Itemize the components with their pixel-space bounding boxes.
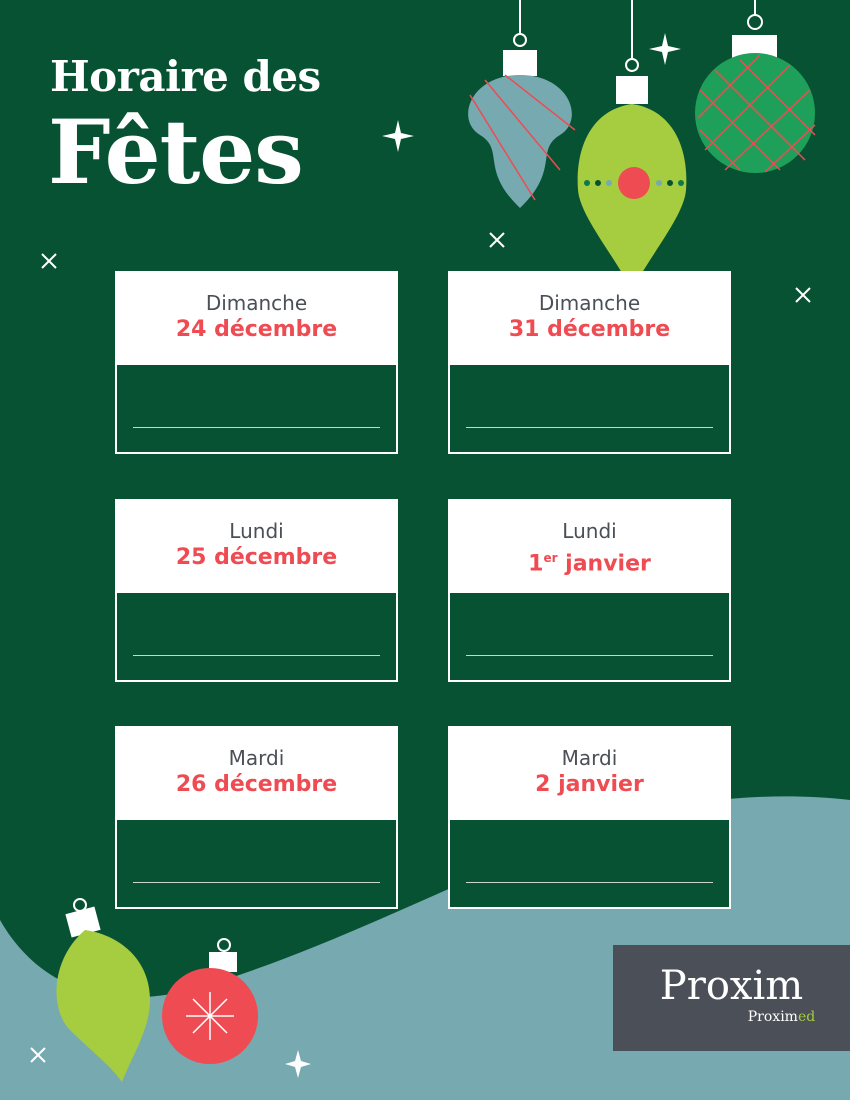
- card-day: Lundi: [562, 519, 617, 543]
- card-day: Dimanche: [205, 291, 308, 315]
- ornament-drop-icon: [577, 0, 687, 290]
- ornament-checkered-icon: [695, 0, 816, 173]
- schedule-card-dec25: Lundi 25 décembre: [115, 499, 398, 682]
- card-date: 26 décembre: [175, 772, 338, 797]
- card-date: 25 décembre: [175, 545, 338, 570]
- hours-blank-line: [133, 655, 380, 656]
- schedule-card-dec31: Dimanche 31 décembre: [448, 271, 731, 454]
- title-line2: Fêtes: [48, 100, 304, 204]
- date-ordinal: er: [543, 551, 558, 565]
- card-day: Lundi: [229, 519, 284, 543]
- card-date: 2 janvier: [535, 772, 644, 797]
- card-date: 1er janvier: [450, 543, 729, 579]
- title-line1: Horaire des: [50, 52, 321, 101]
- proxim-logo: Proxim Proximed: [613, 945, 850, 1051]
- logo-sub-suffix: ed: [797, 1009, 816, 1025]
- card-header: Dimanche 31 décembre: [450, 273, 729, 365]
- logo-sub: Proximed: [713, 1009, 850, 1025]
- ornament-bottom-red-icon: [162, 938, 258, 1064]
- hours-blank-line: [466, 882, 713, 883]
- hours-blank-line: [133, 882, 380, 883]
- card-header: Lundi 1er janvier: [450, 501, 729, 593]
- logo-main: Proxim: [659, 963, 804, 1009]
- hours-blank-line: [133, 427, 380, 428]
- card-header: Mardi 2 janvier: [450, 728, 729, 820]
- card-header: Lundi 25 décembre: [117, 501, 396, 593]
- hours-blank-line: [466, 427, 713, 428]
- card-day: Mardi: [561, 746, 618, 770]
- logo-sub-prefix: Proxim: [747, 1009, 798, 1025]
- schedule-card-jan2: Mardi 2 janvier: [448, 726, 731, 909]
- date-month: janvier: [557, 551, 651, 577]
- card-day: Mardi: [228, 746, 285, 770]
- ornament-striped-icon: [468, 0, 576, 208]
- card-date: 24 décembre: [175, 317, 338, 342]
- date-number: 1: [528, 551, 544, 577]
- hours-blank-line: [466, 655, 713, 656]
- card-header: Mardi 26 décembre: [117, 728, 396, 820]
- cross-sparkle-icons: [30, 232, 811, 1063]
- schedule-card-dec24: Dimanche 24 décembre: [115, 271, 398, 454]
- schedule-card-dec26: Mardi 26 décembre: [115, 726, 398, 909]
- sparkle-icons: [285, 33, 681, 1078]
- schedule-card-jan1: Lundi 1er janvier: [448, 499, 731, 682]
- card-date: 31 décembre: [508, 317, 671, 342]
- ornament-bottom-green-icon: [56, 898, 150, 1082]
- card-day: Dimanche: [538, 291, 641, 315]
- card-header: Dimanche 24 décembre: [117, 273, 396, 365]
